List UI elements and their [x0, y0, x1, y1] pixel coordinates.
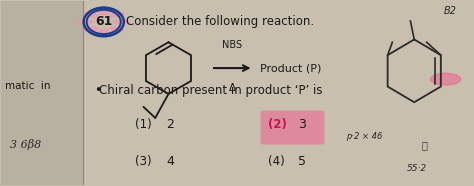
Ellipse shape — [98, 28, 109, 36]
Ellipse shape — [109, 26, 124, 32]
Ellipse shape — [83, 26, 99, 32]
Text: Δ: Δ — [229, 83, 236, 93]
Text: matic  in: matic in — [5, 81, 51, 91]
Text: 4: 4 — [166, 155, 174, 168]
Ellipse shape — [109, 12, 124, 18]
Text: •: • — [94, 84, 101, 97]
FancyBboxPatch shape — [0, 1, 83, 185]
Text: 55·2: 55·2 — [407, 164, 427, 173]
Text: NBS: NBS — [222, 40, 242, 50]
Text: p·2 × 46: p·2 × 46 — [346, 132, 382, 141]
Circle shape — [430, 73, 461, 85]
Text: (3): (3) — [136, 155, 152, 168]
Text: 3 6β8: 3 6β8 — [10, 139, 41, 150]
Text: 3: 3 — [299, 118, 306, 131]
Text: 61: 61 — [95, 15, 112, 28]
Ellipse shape — [83, 12, 99, 18]
Text: (4): (4) — [268, 155, 284, 168]
Text: Consider the following reaction.: Consider the following reaction. — [126, 15, 314, 28]
Text: Chiral carbon present in product ‘P’ is: Chiral carbon present in product ‘P’ is — [99, 84, 322, 97]
FancyBboxPatch shape — [261, 110, 324, 145]
Text: 2: 2 — [166, 118, 174, 131]
Text: (1): (1) — [136, 118, 152, 131]
Ellipse shape — [76, 20, 95, 24]
Text: 5: 5 — [299, 155, 306, 168]
Ellipse shape — [112, 20, 131, 24]
Text: B2: B2 — [444, 6, 457, 16]
Text: Product (P): Product (P) — [260, 63, 321, 73]
Ellipse shape — [98, 8, 109, 15]
Text: (2): (2) — [268, 118, 287, 131]
Text: Ⓝ: Ⓝ — [421, 140, 427, 150]
